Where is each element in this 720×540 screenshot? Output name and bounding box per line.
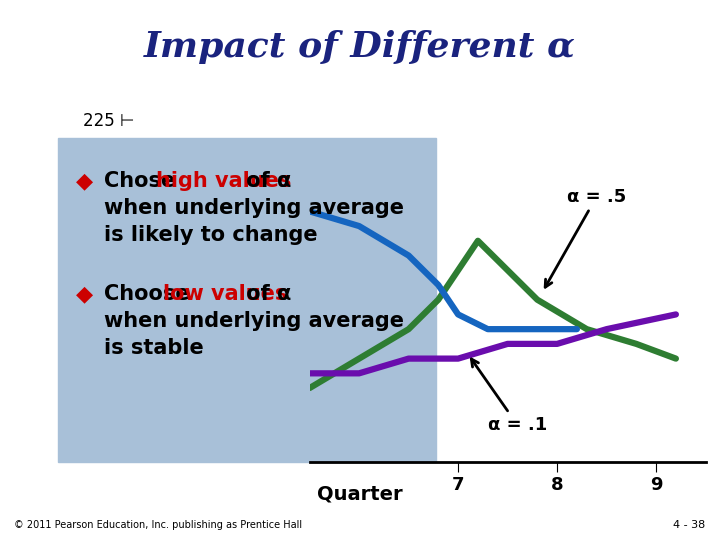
Text: when underlying average: when underlying average xyxy=(104,198,405,218)
Text: 225 ⊢: 225 ⊢ xyxy=(83,112,135,131)
Text: is stable: is stable xyxy=(104,338,204,359)
Text: © 2011 Pearson Education, Inc. publishing as Prentice Hall: © 2011 Pearson Education, Inc. publishin… xyxy=(14,520,302,530)
Text: Impact of Different α: Impact of Different α xyxy=(144,30,576,64)
Text: Choose: Choose xyxy=(104,284,197,305)
Text: low values: low values xyxy=(163,284,288,305)
Text: 4 - 38: 4 - 38 xyxy=(673,520,706,530)
Text: Chose: Chose xyxy=(104,171,183,191)
Text: is likely to change: is likely to change xyxy=(104,225,318,245)
Text: ◆: ◆ xyxy=(76,284,93,305)
Text: ◆: ◆ xyxy=(76,171,93,191)
Text: when underlying average: when underlying average xyxy=(104,311,405,332)
Text: α = .5: α = .5 xyxy=(545,187,626,287)
Text: of α: of α xyxy=(239,171,292,191)
Text: α = .1: α = .1 xyxy=(472,359,547,434)
Text: high values: high values xyxy=(156,171,292,191)
Text: of α: of α xyxy=(239,284,292,305)
Text: Quarter: Quarter xyxy=(318,484,402,504)
